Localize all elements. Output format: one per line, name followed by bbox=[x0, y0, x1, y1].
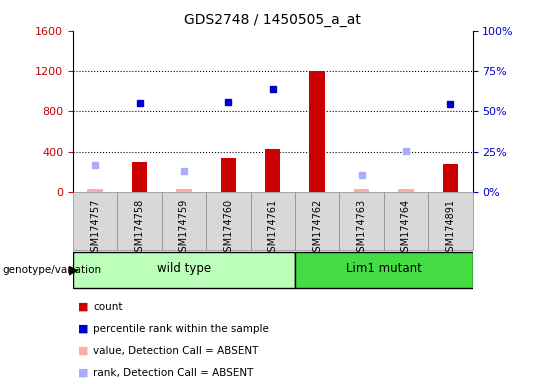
Text: GSM174761: GSM174761 bbox=[268, 199, 278, 258]
Bar bbox=[295, 192, 339, 250]
Bar bbox=[176, 189, 192, 192]
Text: ■: ■ bbox=[78, 368, 89, 378]
Bar bbox=[398, 189, 414, 192]
Bar bbox=[176, 189, 192, 192]
Text: ▶: ▶ bbox=[69, 263, 78, 276]
Text: genotype/variation: genotype/variation bbox=[3, 265, 102, 275]
Title: GDS2748 / 1450505_a_at: GDS2748 / 1450505_a_at bbox=[184, 13, 361, 27]
Bar bbox=[251, 192, 295, 250]
Bar bbox=[428, 192, 472, 250]
Bar bbox=[398, 189, 414, 192]
Text: ■: ■ bbox=[78, 302, 89, 312]
Bar bbox=[87, 189, 103, 192]
Text: percentile rank within the sample: percentile rank within the sample bbox=[93, 324, 269, 334]
Bar bbox=[220, 158, 236, 192]
Text: GSM174757: GSM174757 bbox=[90, 199, 100, 258]
Text: GSM174762: GSM174762 bbox=[312, 199, 322, 258]
Text: GSM174760: GSM174760 bbox=[224, 199, 233, 258]
Text: GSM174891: GSM174891 bbox=[446, 199, 455, 258]
Text: GSM174758: GSM174758 bbox=[134, 199, 145, 258]
Bar bbox=[73, 192, 117, 250]
Text: wild type: wild type bbox=[157, 262, 211, 275]
Text: ■: ■ bbox=[78, 346, 89, 356]
Bar bbox=[354, 189, 369, 192]
Bar bbox=[73, 252, 295, 288]
Bar bbox=[265, 149, 280, 192]
Text: value, Detection Call = ABSENT: value, Detection Call = ABSENT bbox=[93, 346, 259, 356]
Text: count: count bbox=[93, 302, 123, 312]
Bar bbox=[339, 192, 384, 250]
Text: GSM174759: GSM174759 bbox=[179, 199, 189, 258]
Bar bbox=[295, 252, 472, 288]
Bar bbox=[117, 192, 161, 250]
Bar bbox=[161, 192, 206, 250]
Bar bbox=[309, 71, 325, 192]
Text: ■: ■ bbox=[78, 324, 89, 334]
Text: Lim1 mutant: Lim1 mutant bbox=[346, 262, 422, 275]
Bar bbox=[206, 192, 251, 250]
Text: GSM174764: GSM174764 bbox=[401, 199, 411, 258]
Bar bbox=[354, 189, 369, 192]
Bar bbox=[384, 192, 428, 250]
Text: GSM174763: GSM174763 bbox=[356, 199, 367, 258]
Bar bbox=[132, 162, 147, 192]
Text: rank, Detection Call = ABSENT: rank, Detection Call = ABSENT bbox=[93, 368, 254, 378]
Bar bbox=[443, 164, 458, 192]
Bar bbox=[87, 189, 103, 192]
